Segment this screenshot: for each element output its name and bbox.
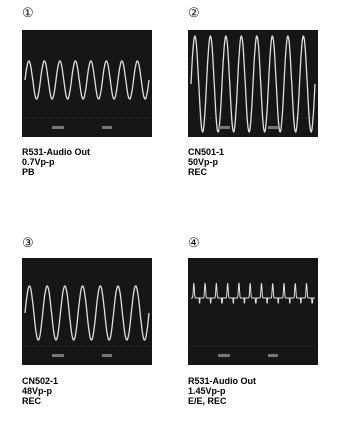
oscilloscope-screen bbox=[188, 258, 318, 365]
caption-line: 1.45Vp-p bbox=[188, 386, 256, 396]
caption-line: REC bbox=[188, 167, 224, 177]
screen-readout bbox=[268, 126, 278, 129]
screen-readout bbox=[52, 126, 64, 129]
page: {"panels": [ {"number": "①", "caption": … bbox=[0, 0, 338, 421]
oscilloscope-screen bbox=[22, 30, 152, 137]
caption-line: R531-Audio Out bbox=[22, 147, 90, 157]
caption-line: R531-Audio Out bbox=[188, 376, 256, 386]
oscilloscope-screen bbox=[22, 258, 152, 365]
caption-line: 50Vp-p bbox=[188, 157, 224, 167]
caption: CN501-1 50Vp-p REC bbox=[188, 147, 224, 177]
screen-readout bbox=[218, 126, 230, 129]
oscilloscope-screen bbox=[188, 30, 318, 137]
panel-number: ③ bbox=[22, 236, 34, 251]
caption: R531-Audio Out 1.45Vp-p E/E, REC bbox=[188, 376, 256, 406]
panel-number: ② bbox=[188, 6, 200, 21]
screen-readout bbox=[218, 354, 230, 357]
screen-readout bbox=[268, 354, 278, 357]
screen-readout bbox=[52, 354, 64, 357]
panel-number: ① bbox=[22, 6, 34, 21]
caption-line: PB bbox=[22, 167, 90, 177]
panel-number: ④ bbox=[188, 236, 200, 251]
caption-line: 48Vp-p bbox=[22, 386, 58, 396]
caption: R531-Audio Out 0.7Vp-p PB bbox=[22, 147, 90, 177]
caption-line: CN501-1 bbox=[188, 147, 224, 157]
caption-line: CN502-1 bbox=[22, 376, 58, 386]
caption-line: REC bbox=[22, 396, 58, 406]
screen-background bbox=[188, 258, 318, 365]
screen-readout bbox=[102, 354, 112, 357]
screen-readout bbox=[102, 126, 112, 129]
caption-line: 0.7Vp-p bbox=[22, 157, 90, 167]
caption: CN502-1 48Vp-p REC bbox=[22, 376, 58, 406]
caption-line: E/E, REC bbox=[188, 396, 256, 406]
